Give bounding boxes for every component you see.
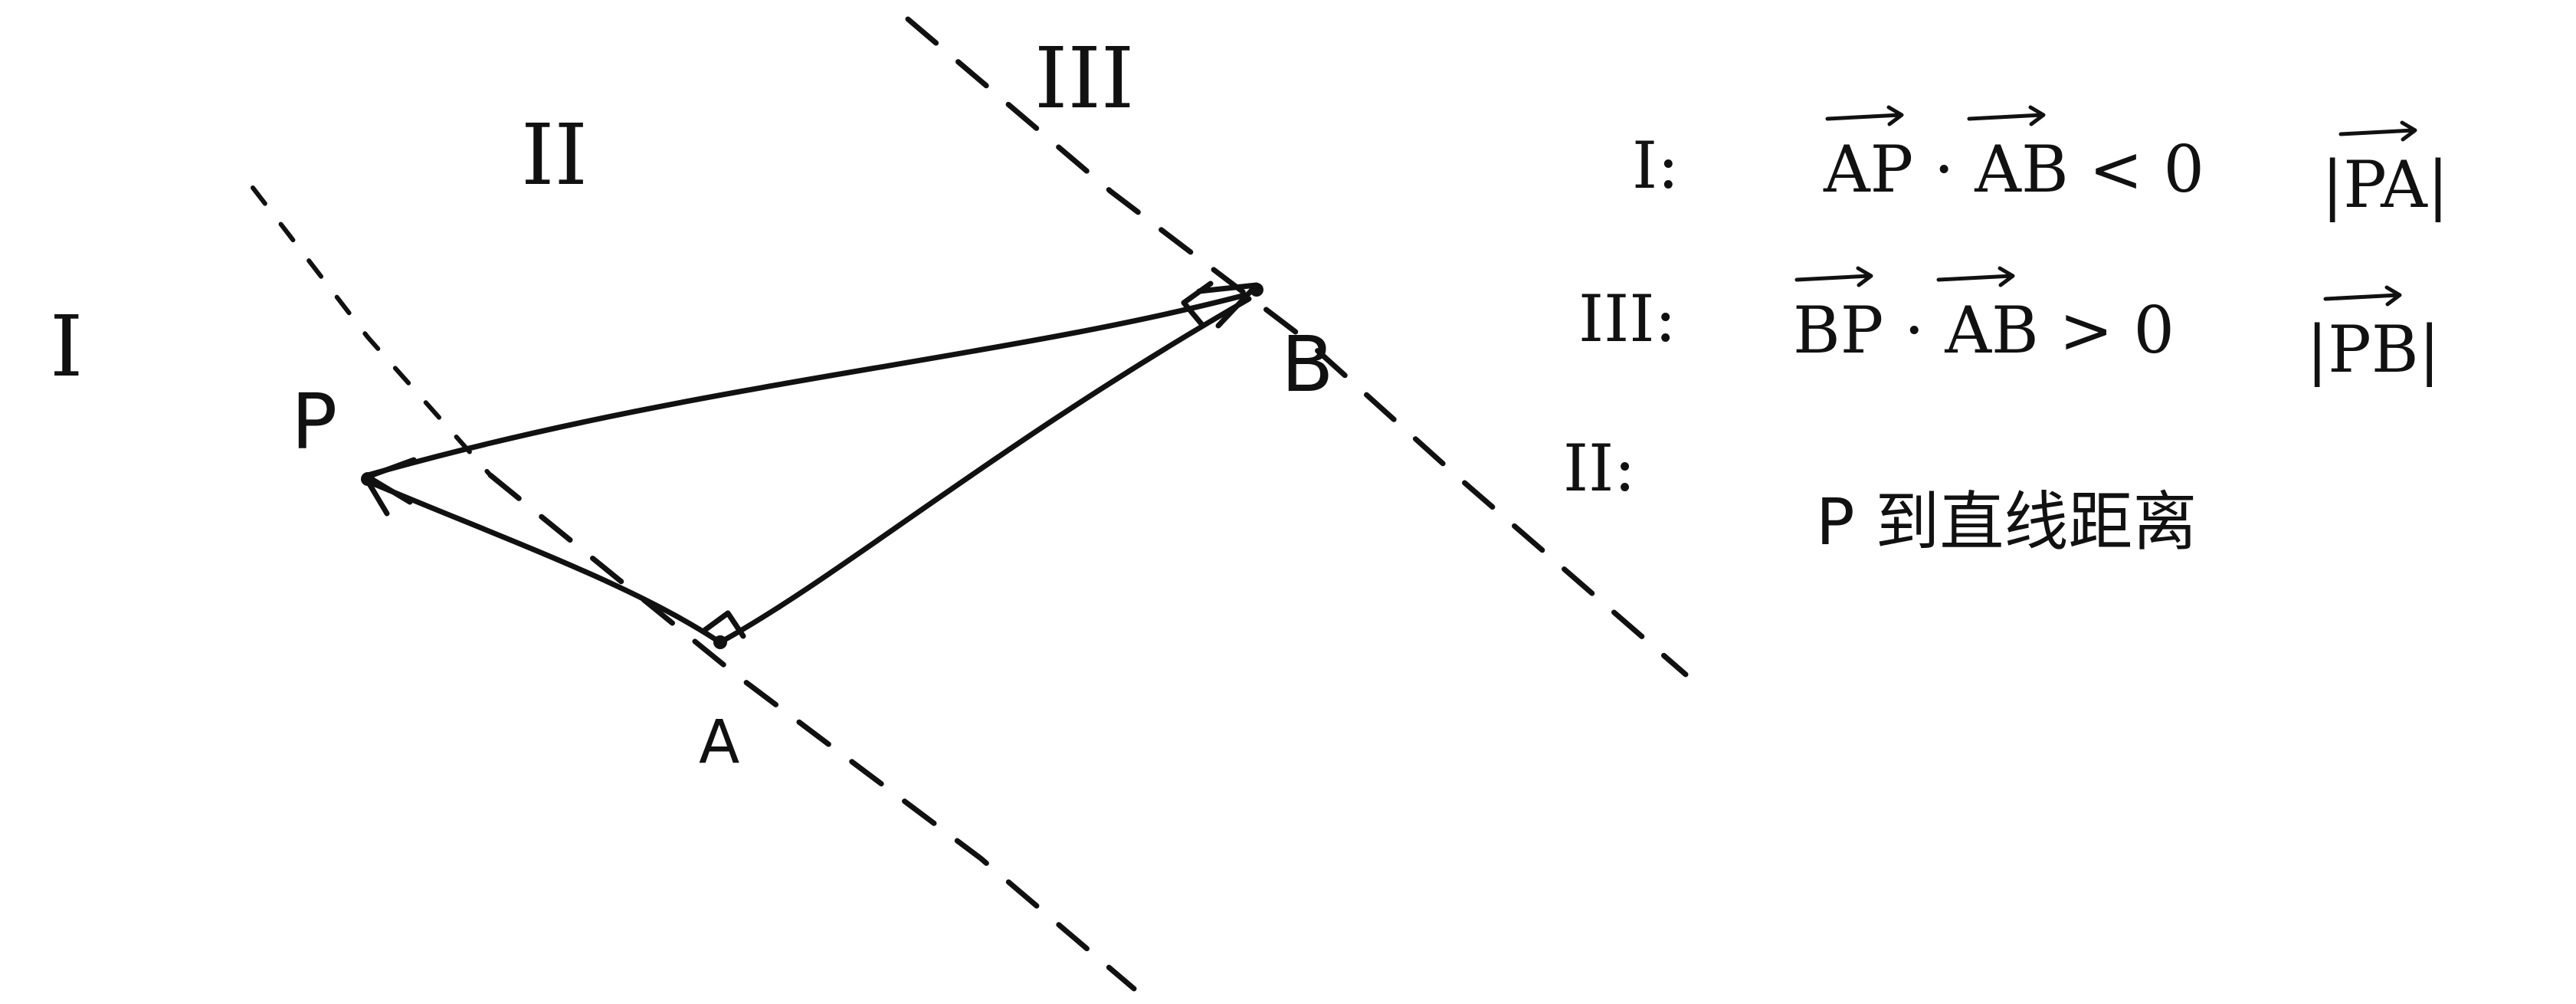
vector-ap-arrowhead (365, 478, 390, 517)
condition-1-region: I: (1632, 128, 1679, 203)
condition-1-vector-pa-arrow (2338, 120, 2417, 142)
condition-1-vector-ab-arrow (1967, 105, 2046, 126)
boundary-line-a-upper (251, 185, 493, 477)
point-p-dot (361, 472, 375, 486)
vector-bp (365, 292, 1248, 478)
condition-1-vector-ap-arrow (1825, 105, 1904, 126)
point-b-dot (1250, 283, 1263, 297)
point-p-label: P (291, 377, 337, 467)
point-b-label: B (1281, 320, 1334, 409)
condition-2-vector-pb-arrow (2323, 285, 2402, 307)
right-angle-a (702, 610, 746, 639)
condition-2-vector-bp-arrow (1794, 266, 1873, 287)
boundary-line-b (905, 16, 1689, 678)
condition-2-distance: |PB| (2306, 312, 2440, 387)
condition-2-region: III: (1578, 281, 1676, 356)
right-angle-b (1181, 281, 1214, 329)
condition-2-expression: BP · AB > 0 (1793, 293, 2175, 368)
boundary-line-a (487, 472, 1137, 992)
condition-1-distance: |PA| (2322, 147, 2449, 222)
condition-row-3: II: P 到直线距离 (1563, 431, 2197, 559)
region-one-label: I (50, 297, 83, 395)
condition-2-vector-ab-arrow (1936, 266, 2015, 287)
segment-ab (717, 296, 1252, 645)
condition-1-expression: AP · AB < 0 (1823, 132, 2204, 207)
vector-ap (365, 478, 719, 643)
region-two-label: II (521, 106, 588, 204)
point-a-label: A (699, 708, 739, 777)
region-three-label: III (1034, 29, 1134, 127)
point-a-dot (713, 635, 727, 649)
condition-row-2: III: BP · AB > 0 |PB| (1578, 266, 2440, 387)
condition-row-1: I: AP · AB < 0 |PA| (1632, 105, 2449, 222)
condition-3-expression: P 到直线距离 (1816, 484, 2197, 559)
condition-3-region: II: (1563, 431, 1636, 506)
